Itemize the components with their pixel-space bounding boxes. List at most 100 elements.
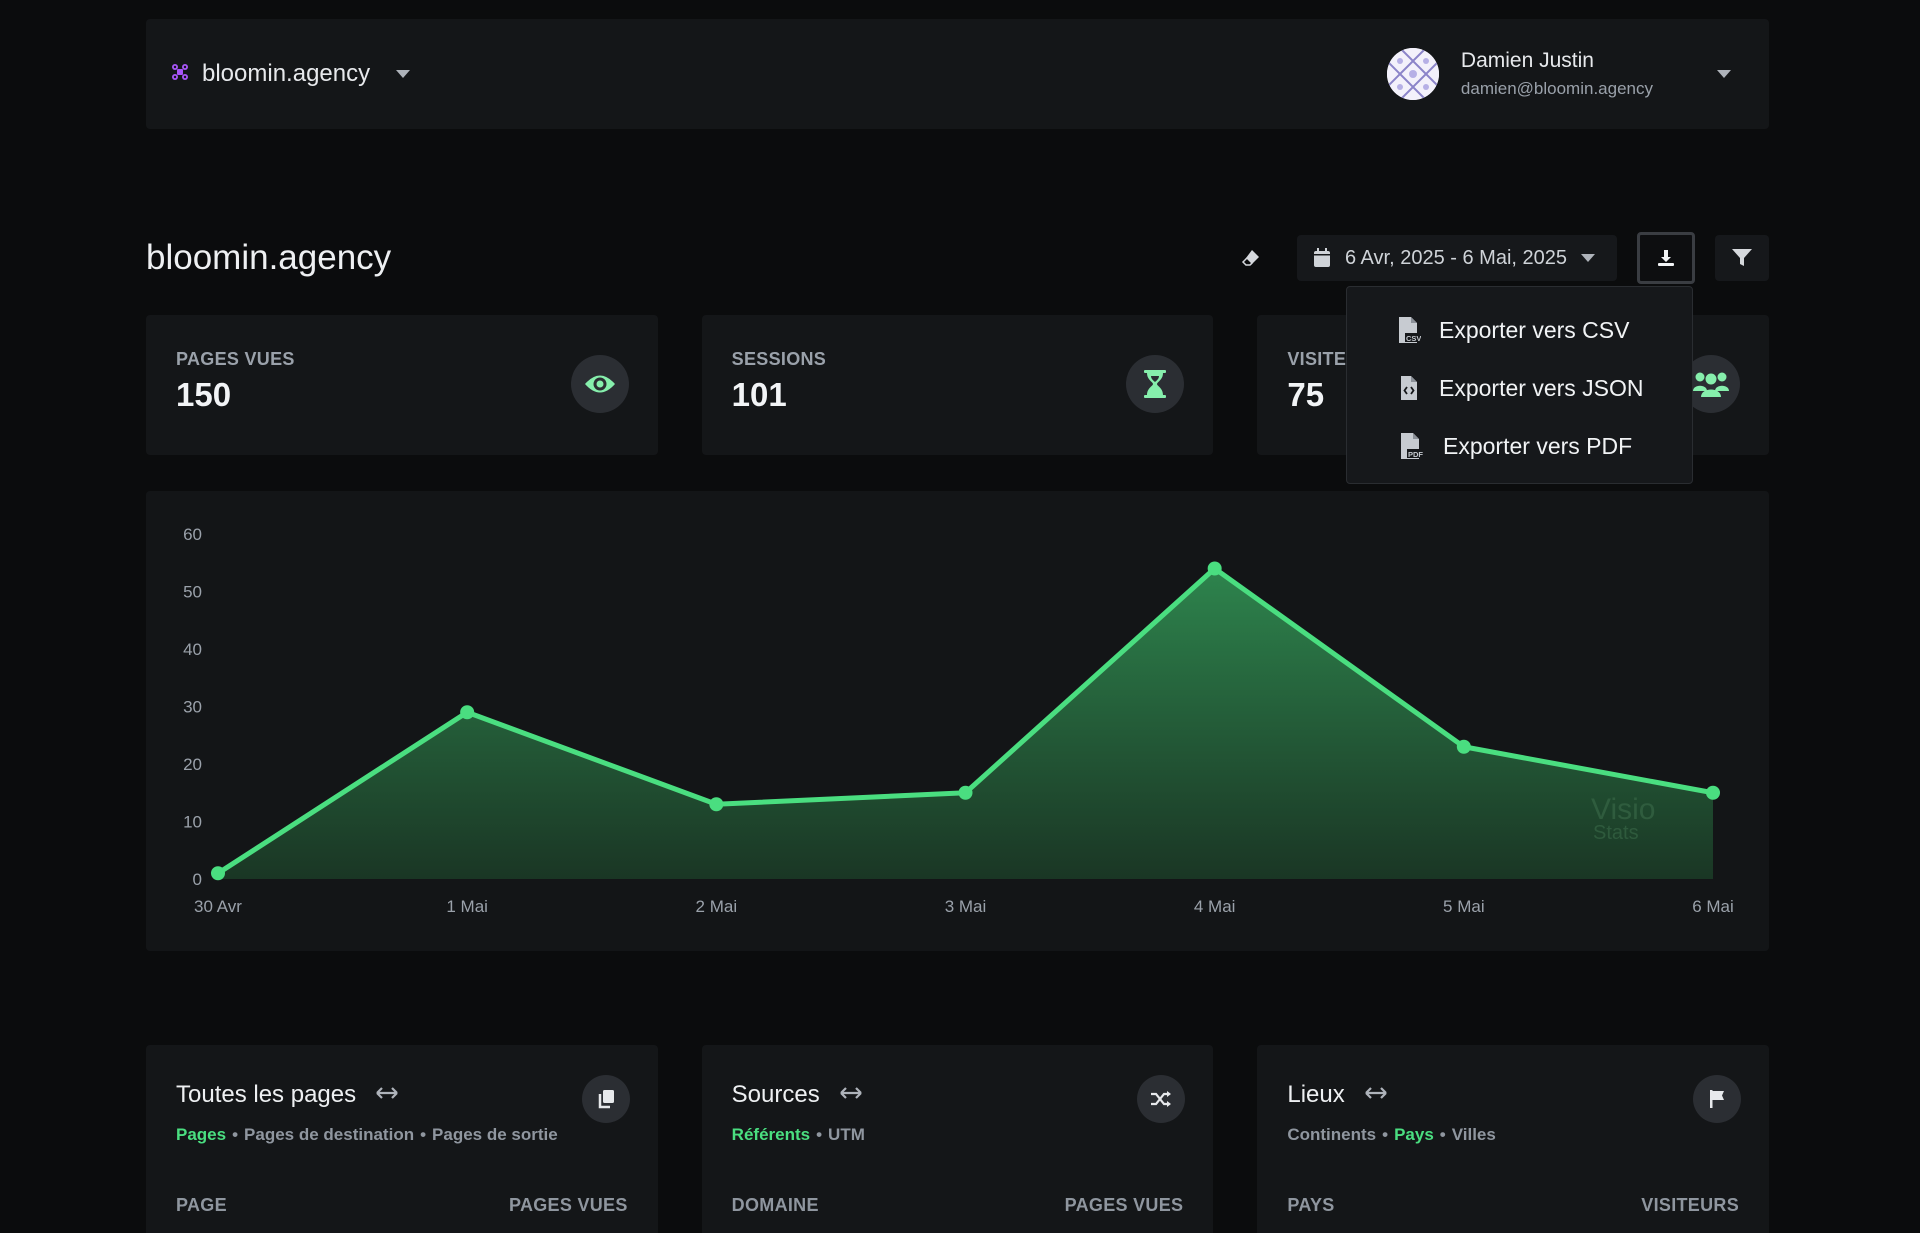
filter-icon: [1732, 249, 1752, 266]
eraser-icon: [1241, 250, 1259, 266]
data-point: [1456, 739, 1471, 754]
y-tick-label: 60: [183, 525, 202, 544]
y-tick-label: 30: [183, 698, 202, 717]
series-area: [218, 568, 1713, 879]
file-code-icon: [1401, 376, 1417, 400]
stat-label: SESSIONS: [731, 349, 827, 369]
table-header: PAGE PAGES VUES: [176, 1195, 628, 1216]
tab-countries[interactable]: Pays: [1394, 1125, 1434, 1144]
file-csv-icon: CSV: [1399, 317, 1421, 343]
user-name: Damien Justin: [1460, 49, 1594, 72]
menu-item-label: Exporter vers CSV: [1439, 316, 1630, 343]
data-point: [211, 866, 225, 881]
stat-label: PAGES VUES: [176, 349, 295, 369]
x-tick-label: 2 Mai: [696, 897, 738, 916]
svg-text:CSV: CSV: [1406, 334, 1421, 343]
user-info: Damien Justin damien@bloomin.agency: [1461, 49, 1653, 99]
column-header: PAYS: [1287, 1195, 1335, 1215]
tab-referrers[interactable]: Référents: [731, 1125, 811, 1144]
stat-value: 75: [1287, 376, 1325, 413]
x-tick-label: 5 Mai: [1443, 897, 1485, 916]
panel-pages: Toutes les pages Pages • Pages de destinat…: [146, 1045, 658, 1233]
report-panels: Toutes les pages Pages • Pages de destinat…: [146, 1045, 1770, 1233]
user-email: damien@bloomin.agency: [1460, 79, 1653, 98]
export-csv-item[interactable]: CSV Exporter vers CSV: [1347, 301, 1692, 359]
chevron-down-icon: [1717, 70, 1731, 78]
data-point: [709, 797, 724, 812]
calendar-icon: [1313, 248, 1330, 267]
table-header: DOMAINE PAGES VUES: [732, 1195, 1184, 1216]
export-json-item[interactable]: Exporter vers JSON: [1347, 359, 1692, 417]
y-tick-label: 10: [183, 813, 202, 832]
date-range-picker[interactable]: 6 Avr, 2025 - 6 Mai, 2025: [1296, 235, 1617, 281]
panel-title: Lieux: [1287, 1081, 1345, 1108]
data-point: [1706, 785, 1720, 800]
clear-filters-button[interactable]: [1231, 238, 1271, 278]
download-icon: [1658, 250, 1674, 266]
tab-continents[interactable]: Continents: [1287, 1125, 1377, 1144]
shuffle-icon[interactable]: [1137, 1075, 1186, 1123]
export-menu: CSV Exporter vers CSV Exporter vers JSON…: [1346, 286, 1693, 484]
file-pdf-icon: PDF: [1401, 433, 1424, 459]
panel-tabs: Pages • Pages de destination • Pages de sort…: [176, 1125, 558, 1144]
hourglass-icon: [1126, 355, 1185, 413]
panel-tabs: Référents • UTM: [731, 1125, 865, 1144]
user-menu[interactable]: Damien Justin damien@bloomin.agency: [1386, 48, 1731, 100]
tab-pages[interactable]: Pages: [176, 1125, 227, 1144]
chevron-down-icon: [1581, 254, 1595, 262]
tab-exit-pages[interactable]: Pages de sortie: [432, 1125, 558, 1144]
expand-arrows-icon[interactable]: [839, 1086, 862, 1104]
panel-tabs: Continents • Pays • Villes: [1287, 1125, 1496, 1144]
copy-icon[interactable]: [581, 1075, 630, 1123]
pageviews-chart: 0 10 20 30 40 50 60 Visio Stats 30 Avr 1 Mai 2 Mai 3…: [146, 491, 1769, 951]
page-title: bloomin.agency: [146, 238, 392, 277]
stat-value: 150: [176, 376, 232, 413]
date-range-label: 6 Avr, 2025 - 6 Mai, 2025: [1344, 246, 1567, 269]
stat-card-pageviews: PAGES VUES 150: [146, 315, 658, 455]
expand-arrows-icon[interactable]: [1364, 1086, 1387, 1104]
y-tick-label: 50: [183, 583, 202, 602]
menu-item-label: Exporter vers PDF: [1443, 432, 1633, 459]
y-tick-label: 20: [183, 755, 202, 774]
avatar: [1386, 48, 1439, 100]
data-point: [958, 785, 973, 800]
column-header: PAGE: [176, 1195, 227, 1215]
site-switcher[interactable]: bloomin.agency: [170, 60, 411, 88]
column-header: PAGES VUES: [1064, 1195, 1184, 1215]
stat-label: VISITE: [1287, 349, 1347, 369]
x-tick-label: 30 Avr: [194, 897, 242, 916]
chevron-down-icon: [396, 70, 411, 78]
column-header: VISITEURS: [1641, 1195, 1740, 1215]
column-header: DOMAINE: [731, 1195, 819, 1215]
top-bar: bloomin.agency Damien Justin damien@bloo…: [146, 19, 1769, 129]
y-tick-label: 40: [183, 640, 202, 659]
site-name: bloomin.agency: [202, 60, 371, 87]
svg-text:PDF: PDF: [1408, 450, 1423, 459]
y-tick-label: 0: [193, 870, 202, 889]
column-header: PAGES VUES: [508, 1195, 628, 1215]
tab-landing-pages[interactable]: Pages de destination: [244, 1125, 415, 1144]
eye-icon: [570, 355, 629, 413]
data-point: [1207, 561, 1222, 576]
flag-icon[interactable]: [1693, 1075, 1742, 1123]
panel-title: Sources: [731, 1081, 820, 1108]
watermark-text: Stats: [1593, 822, 1639, 844]
x-tick-label: 4 Mai: [1194, 897, 1236, 916]
x-tick-label: 3 Mai: [945, 897, 987, 916]
page-header: bloomin.agency 6 Avr, 2025 - 6 Mai, 2025: [146, 232, 1769, 284]
stat-card-sessions: SESSIONS 101: [701, 315, 1214, 455]
export-pdf-item[interactable]: PDF Exporter vers PDF: [1347, 417, 1692, 475]
stat-value: 101: [731, 376, 787, 413]
x-tick-label: 6 Mai: [1692, 897, 1734, 916]
tab-cities[interactable]: Villes: [1451, 1125, 1496, 1144]
data-point: [460, 705, 475, 720]
tab-utm[interactable]: UTM: [828, 1125, 865, 1144]
panel-sources: Sources Référents • UTM DOMAINE PAGES VUES: [701, 1045, 1214, 1233]
watermark-text: Visio: [1591, 793, 1655, 826]
filter-button[interactable]: [1715, 235, 1769, 281]
panel-title: Toutes les pages: [176, 1081, 357, 1108]
panel-locations: Lieux Continents • Pays • Villes PAYS VISITE…: [1257, 1045, 1770, 1233]
expand-arrows-icon[interactable]: [376, 1086, 398, 1104]
export-button[interactable]: [1637, 232, 1695, 284]
